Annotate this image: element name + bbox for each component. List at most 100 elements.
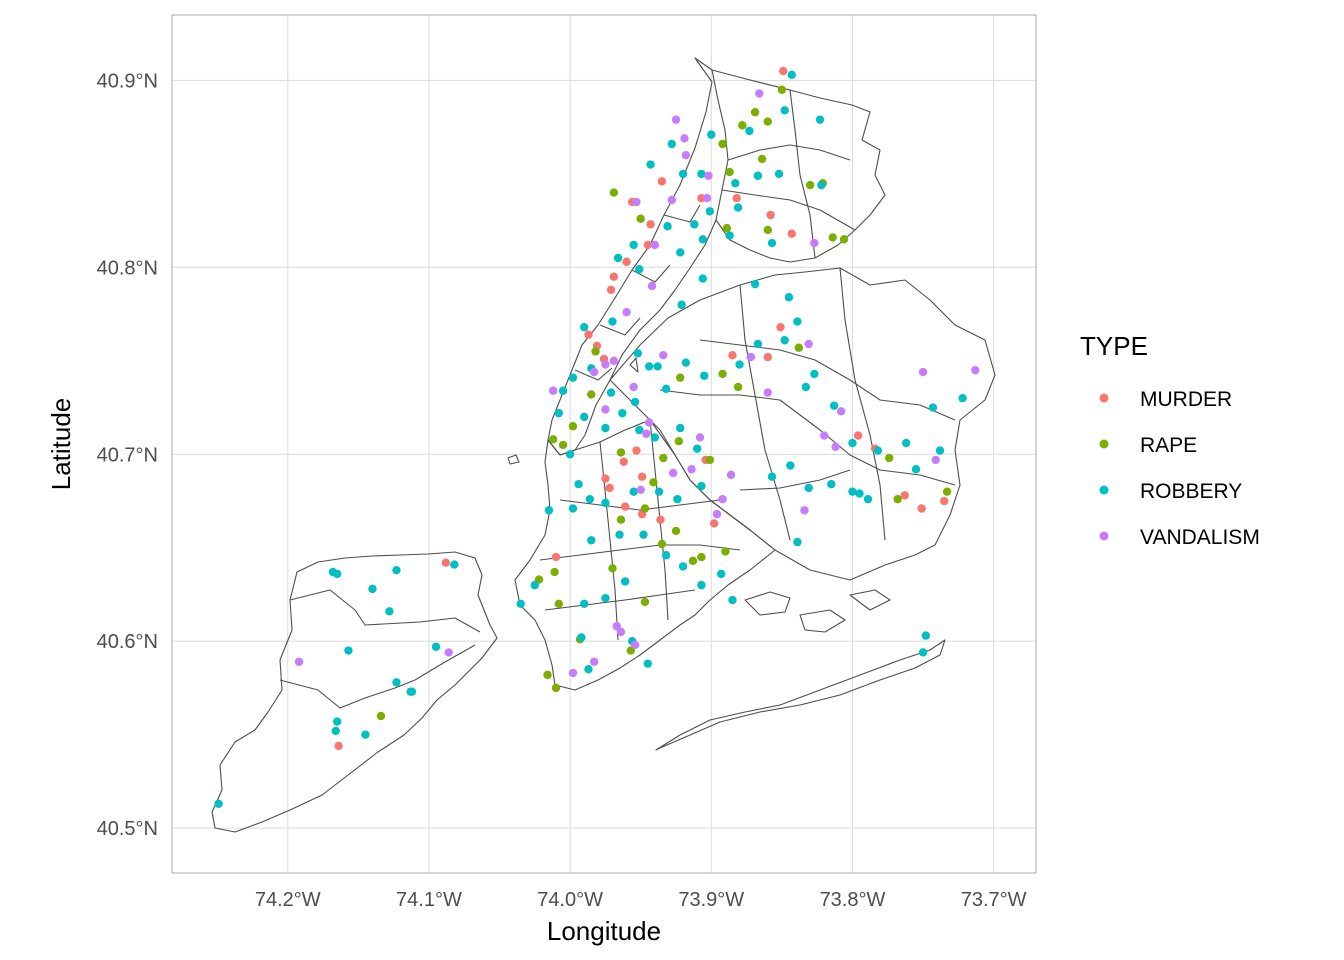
robbery-point: [676, 248, 685, 257]
rape-point: [671, 526, 681, 536]
plot-background: [172, 15, 1036, 873]
rape-point: [763, 225, 772, 235]
legend-key-murder: [1099, 393, 1109, 403]
murder-point: [551, 552, 561, 562]
x-tick-label: 73.8°W: [820, 889, 886, 911]
robbery-point: [633, 349, 643, 358]
roosevelt-island: [629, 357, 639, 373]
rape-point: [738, 121, 747, 130]
robbery-point: [827, 479, 836, 489]
robbery-point: [750, 279, 760, 289]
rape-point: [697, 552, 706, 562]
rape-point: [777, 85, 787, 94]
y-tick-label: 40.6°N: [97, 631, 158, 653]
crime-points: [214, 66, 980, 809]
robbery-point: [431, 642, 441, 652]
robbery-point: [580, 599, 589, 609]
rape-point: [657, 539, 667, 549]
y-tick-label: 40.9°N: [97, 70, 158, 92]
vandalism-point: [918, 367, 928, 377]
vandalism-point: [971, 365, 980, 375]
robbery-point: [629, 487, 638, 496]
robbery-point: [677, 300, 686, 309]
robbery-point: [580, 322, 589, 332]
brooklyn-divider-3: [544, 589, 696, 611]
robbery-point: [584, 665, 593, 674]
robbery-point: [629, 240, 638, 250]
robbery-point: [681, 358, 691, 367]
rape-point: [558, 440, 568, 450]
robbery-point: [728, 595, 737, 605]
robbery-point: [516, 599, 525, 609]
robbery-point: [618, 408, 627, 418]
robbery-point: [767, 238, 777, 248]
murder-point: [334, 741, 343, 751]
robbery-point: [801, 382, 811, 392]
rape-point: [616, 515, 626, 524]
robbery-point: [646, 160, 655, 169]
robbery-point: [214, 799, 223, 809]
robbery-point: [707, 130, 716, 139]
robbery-point: [392, 678, 401, 687]
robbery-point: [733, 203, 743, 212]
robbery-point: [577, 633, 586, 642]
queens-divider-5: [739, 469, 851, 491]
robbery-point: [635, 425, 644, 435]
vandalism-point: [931, 455, 940, 465]
grid-lines: [172, 15, 1036, 873]
rape-point: [550, 567, 559, 577]
murder-point: [620, 502, 630, 511]
vandalism-point: [726, 470, 736, 480]
robbery-point: [928, 403, 938, 412]
rape-point: [674, 436, 684, 446]
vandalism-point: [444, 648, 453, 657]
robbery-point: [565, 450, 575, 459]
legend-entry-rape: RAPE: [1099, 434, 1197, 457]
staten-island-outline: [211, 551, 498, 833]
murder-point: [779, 66, 788, 76]
legend-entry-robbery: ROBBERY: [1099, 480, 1242, 503]
robbery-point: [855, 489, 864, 498]
robbery-point: [620, 577, 630, 586]
queens-divider-4: [839, 267, 886, 541]
robbery-point: [753, 339, 763, 349]
plot-panel-border: [171, 14, 1037, 874]
robbery-point: [385, 607, 394, 616]
legend-label-murder: MURDER: [1140, 388, 1232, 411]
vandalism-point: [609, 356, 619, 366]
rape-point: [636, 214, 645, 223]
murder-point: [605, 483, 614, 493]
robbery-point: [644, 362, 654, 371]
rape-point: [733, 382, 743, 392]
y-axis-title: Latitude: [46, 398, 76, 491]
queens-divider-3: [739, 284, 791, 541]
robbery-point: [643, 659, 652, 668]
vandalism-point: [820, 431, 829, 440]
rape-point: [805, 180, 815, 190]
rape-point: [640, 504, 650, 513]
robbery-point: [780, 336, 789, 345]
murder-point: [787, 229, 796, 238]
robbery-point: [392, 565, 401, 575]
murder-point: [853, 431, 863, 440]
rockaway-peninsula: [655, 639, 946, 751]
robbery-point: [663, 222, 672, 231]
vandalism-point: [681, 150, 691, 160]
robbery-point: [935, 446, 945, 455]
robbery-point: [639, 530, 648, 539]
robbery-point: [344, 646, 353, 655]
manhattan-divider-1: [574, 367, 613, 381]
murder-point: [656, 515, 665, 524]
rape-point: [551, 683, 561, 693]
legend: TYPE MURDER RAPE ROBBERY VANDALISM: [1080, 331, 1260, 549]
vandalism-point: [804, 339, 813, 349]
robbery-point: [530, 580, 540, 590]
vandalism-point: [667, 195, 676, 205]
murder-point: [709, 519, 719, 528]
robbery-point: [450, 560, 459, 569]
rape-point: [757, 154, 767, 164]
rape-point: [725, 167, 734, 177]
rape-point: [659, 453, 668, 463]
robbery-point: [731, 179, 740, 188]
